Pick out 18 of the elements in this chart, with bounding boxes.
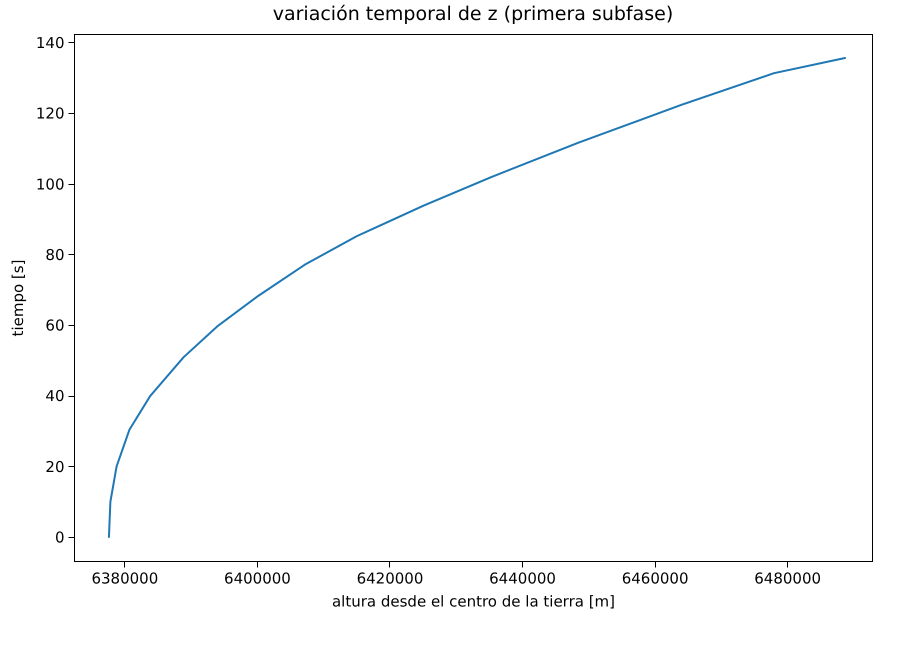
line-series — [108, 57, 846, 538]
y-tick-label: 100 — [36, 175, 64, 194]
y-tick-label: 40 — [45, 387, 64, 406]
y-axis-title: tiempo [s] — [8, 260, 27, 336]
y-tick-label: 60 — [45, 316, 64, 335]
x-tick-label: 6460000 — [622, 570, 689, 588]
x-tick-label: 6400000 — [224, 570, 291, 588]
x-tick-label: 6440000 — [489, 570, 556, 588]
x-tick-label: 6420000 — [356, 570, 424, 588]
chart-title: variación temporal de z (primera subfase) — [272, 3, 674, 25]
x-tick-label: 6480000 — [754, 570, 822, 588]
y-tick-label: 140 — [36, 34, 64, 52]
x-axis-title: altura desde el centro de la tierra [m] — [332, 592, 616, 610]
y-tick-label: 80 — [45, 246, 64, 264]
y-tick-label: 120 — [36, 104, 64, 123]
x-tick-label: 6380000 — [91, 570, 158, 588]
y-tick-label: 0 — [54, 528, 64, 546]
y-tick-label: 20 — [45, 458, 64, 476]
